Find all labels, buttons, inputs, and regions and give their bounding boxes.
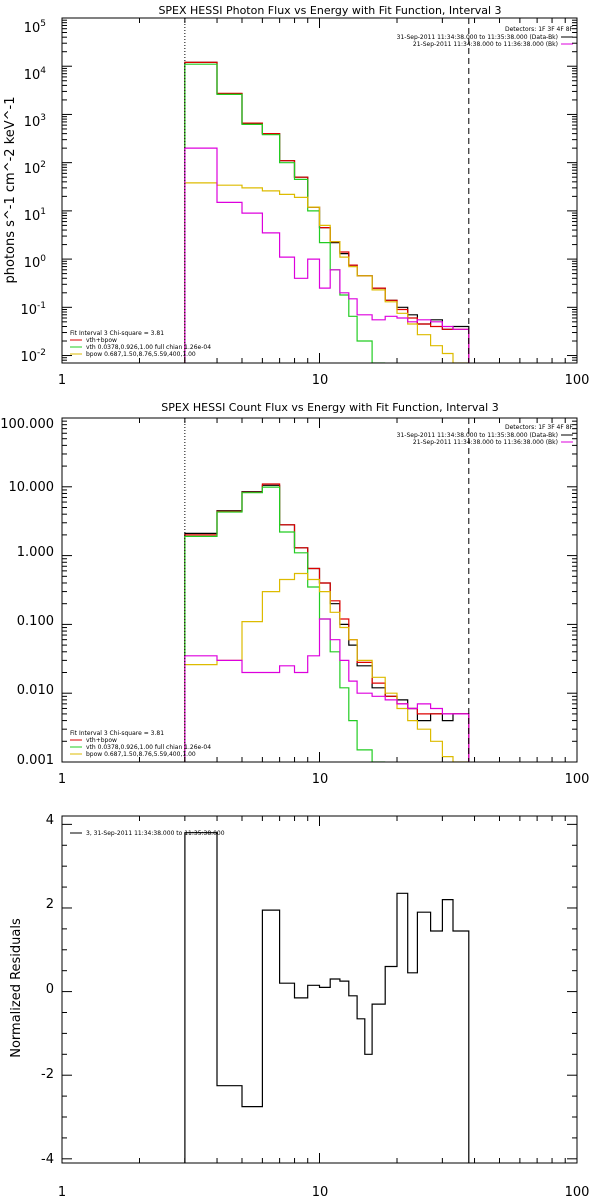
residuals-legend-label: 3, 31-Sep-2011 11:34:38.000 to 11:35:38.…: [86, 830, 225, 837]
count-series-bkg: [184, 618, 470, 762]
count-legend-detectors: Detectors: 1F 3F 4F 8F: [505, 424, 574, 431]
residuals-ytick-m4: -4: [41, 1152, 54, 1167]
count-ytick-5: 100.000: [0, 417, 54, 432]
photon-ytick-1e2: 102: [24, 160, 46, 177]
photon-ytick-1e4: 104: [24, 66, 47, 83]
photon-series-vth: [184, 63, 386, 363]
count-series-bpow: [184, 572, 469, 762]
photon-series-sum: [184, 61, 470, 363]
photon-legend-bk-interval: 21-Sep-2011 11:34:38.000 to 11:36:38.000…: [413, 41, 558, 48]
residuals-legend: 3, 31-Sep-2011 11:34:38.000 to 11:35:38.…: [70, 830, 225, 837]
count-ytick-2: 0.100: [17, 614, 54, 629]
count-chart-title: SPEX HESSI Count Flux vs Energy with Fit…: [161, 401, 498, 414]
residuals-y-axis-label: Normalized Residuals: [9, 918, 24, 1058]
count-legend-bk-interval: 21-Sep-2011 11:34:38.000 to 11:36:38.000…: [413, 439, 558, 446]
photon-x-tick-labels: 1 10 100: [58, 373, 590, 388]
residuals-ytick-4: 4: [46, 813, 54, 828]
residuals-plot-area: [61, 815, 578, 1164]
photon-series-bkg: [184, 147, 470, 363]
photon-legend-sum-label: vth+bpow: [86, 337, 117, 344]
count-x-tick-labels: 1 10 100: [58, 772, 590, 787]
photon-xtick-10: 10: [312, 373, 329, 388]
photon-legend-detectors: Detectors: 1F 3F 4F 8F: [505, 26, 574, 33]
count-ytick-4: 10.000: [9, 480, 55, 495]
photon-plot-area: [61, 17, 578, 364]
count-xtick-10: 10: [312, 772, 329, 787]
count-legend-vth-label: vth 0.0378,0.926,1.00 full chian 1.26e-0…: [86, 744, 211, 751]
count-xtick-1: 1: [58, 772, 66, 787]
residuals-panel: Normalized Residuals -4 -2 0 2 4 1 10 10…: [9, 813, 589, 1200]
photon-legend-vth-label: vth 0.0378,0.926,1.00 full chian 1.26e-0…: [86, 344, 211, 351]
photon-ytick-1e3: 103: [24, 113, 46, 130]
photon-legend-bpow-label: bpow 0.687,1.50,8.76,5.59,400,1.00: [86, 351, 196, 358]
photon-series-total: [184, 61, 470, 363]
photon-ytick-1e1: 101: [24, 207, 46, 224]
count-legend-fit-header: Fit Interval 3 Chi-square = 3.81: [70, 730, 164, 737]
residuals-xtick-100: 100: [565, 1185, 590, 1200]
photon-legend-right: Detectors: 1F 3F 4F 8F 31-Sep-2011 11:34…: [397, 26, 574, 48]
count-legend-right: Detectors: 1F 3F 4F 8F 31-Sep-2011 11:34…: [397, 424, 574, 446]
residuals-ytick-m2: -2: [41, 1067, 54, 1082]
count-ytick-3: 1.000: [17, 545, 54, 560]
residuals-y-tick-labels: -4 -2 0 2 4: [41, 813, 54, 1167]
residuals-x-tick-labels: 1 10 100: [58, 1185, 590, 1200]
photon-chart-title: SPEX HESSI Photon Flux vs Energy with Fi…: [158, 4, 501, 17]
residuals-ytick-2: 2: [46, 897, 54, 912]
residuals-xtick-10: 10: [312, 1185, 329, 1200]
count-y-tick-labels: 0.001 0.010 0.100 1.000 10.000 100.000: [0, 417, 54, 768]
photon-ytick-1e5: 105: [24, 19, 46, 36]
count-ytick-0: 0.001: [17, 753, 54, 768]
photon-flux-panel: SPEX HESSI Photon Flux vs Energy with Fi…: [3, 4, 589, 388]
photon-ytick-1e0: 100: [24, 254, 47, 271]
residuals-series-total: [184, 832, 470, 1163]
count-ytick-1: 0.010: [17, 683, 54, 698]
count-flux-panel: SPEX HESSI Count Flux vs Energy with Fit…: [0, 401, 589, 787]
photon-y-tick-labels: 10-2 10-1 100 101 102 103 104 105: [20, 19, 46, 365]
photon-xtick-100: 100: [565, 373, 590, 388]
count-legend-data-interval: 31-Sep-2011 11:34:38.000 to 11:35:38.000…: [397, 432, 558, 439]
photon-y-axis-label: photons s^-1 cm^-2 keV^-1: [3, 96, 18, 283]
count-xtick-100: 100: [565, 772, 590, 787]
photon-legend-data-interval: 31-Sep-2011 11:34:38.000 to 11:35:38.000…: [397, 34, 558, 41]
residuals-axes-frame: [61, 815, 578, 1164]
residuals-ytick-0: 0: [46, 982, 54, 997]
photon-legend-left: Fit Interval 3 Chi-square = 3.81 vth+bpo…: [70, 330, 211, 358]
count-legend-sum-label: vth+bpow: [86, 737, 117, 744]
count-series-vth: [184, 486, 386, 762]
count-plot-area: [61, 417, 578, 763]
photon-series-bpow: [184, 182, 469, 363]
photon-xtick-1: 1: [58, 373, 66, 388]
photon-ytick-1e-1: 10-1: [20, 301, 46, 318]
count-legend-bpow-label: bpow 0.687,1.50,8.76,5.59,400,1.00: [86, 751, 196, 758]
photon-axes-frame: [61, 17, 578, 364]
count-legend-left: Fit Interval 3 Chi-square = 3.81 vth+bpo…: [70, 730, 211, 758]
photon-ytick-1e-2: 10-2: [20, 348, 46, 365]
count-series-total: [184, 484, 470, 762]
photon-legend-fit-header: Fit Interval 3 Chi-square = 3.81: [70, 330, 164, 337]
residuals-xtick-1: 1: [58, 1185, 66, 1200]
